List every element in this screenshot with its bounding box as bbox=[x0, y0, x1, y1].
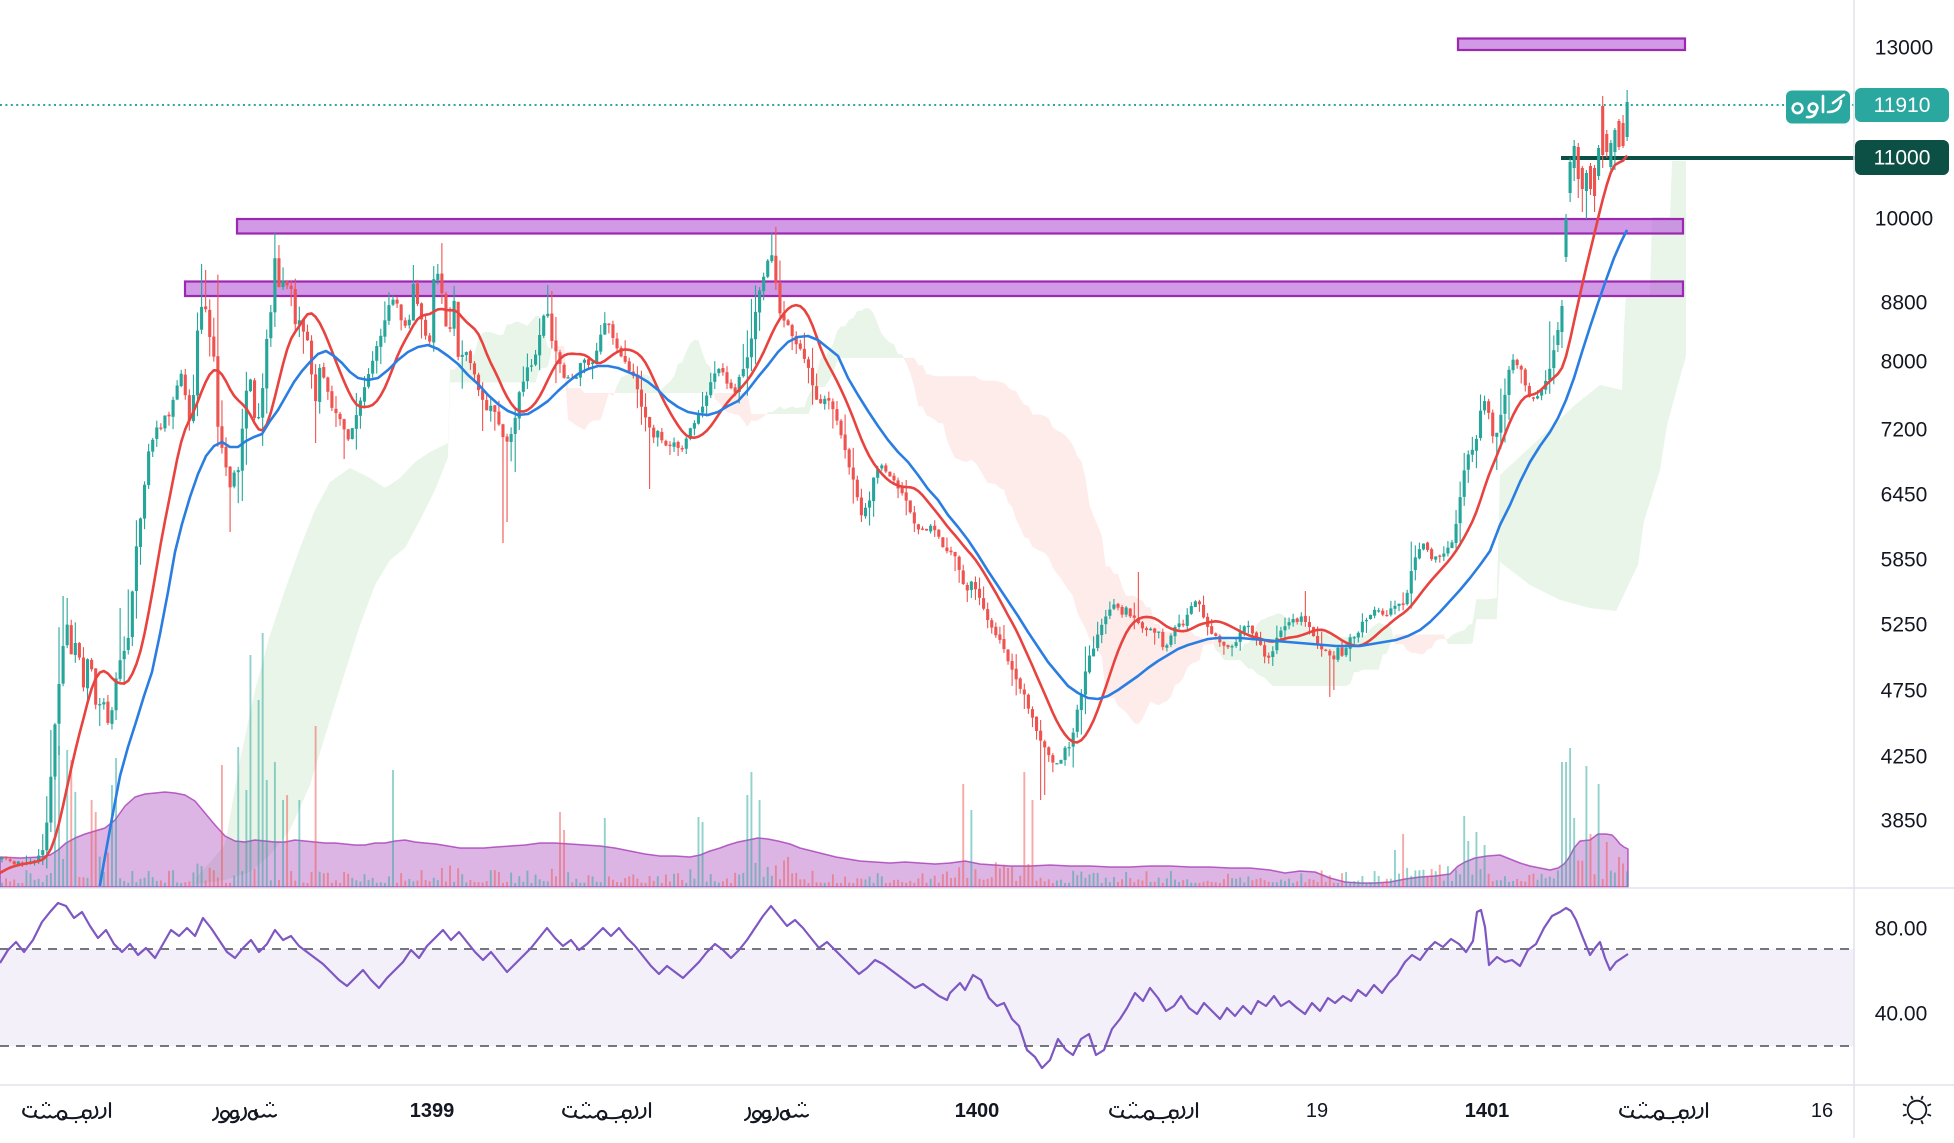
svg-text:13000: 13000 bbox=[1875, 37, 1933, 60]
svg-text:5250: 5250 bbox=[1881, 614, 1928, 637]
svg-text:11000: 11000 bbox=[1874, 147, 1931, 170]
svg-text:19: 19 bbox=[1306, 1100, 1328, 1122]
svg-text:4250: 4250 bbox=[1881, 746, 1928, 769]
svg-text:40.00: 40.00 bbox=[1875, 1003, 1928, 1026]
svg-text:5850: 5850 bbox=[1881, 549, 1928, 572]
svg-text:3850: 3850 bbox=[1881, 810, 1928, 833]
svg-text:8800: 8800 bbox=[1881, 292, 1928, 315]
svg-text:7200: 7200 bbox=[1881, 419, 1928, 442]
svg-text:1399: 1399 bbox=[410, 1100, 455, 1122]
svg-text:16: 16 bbox=[1811, 1100, 1833, 1122]
svg-text:1401: 1401 bbox=[1465, 1100, 1510, 1122]
svg-text:6450: 6450 bbox=[1881, 484, 1928, 507]
svg-text:4750: 4750 bbox=[1881, 680, 1928, 703]
svg-text:80.00: 80.00 bbox=[1875, 918, 1928, 941]
svg-text:8000: 8000 bbox=[1881, 351, 1928, 374]
svg-text:1400: 1400 bbox=[955, 1100, 1000, 1122]
svg-text:10000: 10000 bbox=[1875, 208, 1933, 231]
svg-text:11910: 11910 bbox=[1874, 94, 1931, 117]
